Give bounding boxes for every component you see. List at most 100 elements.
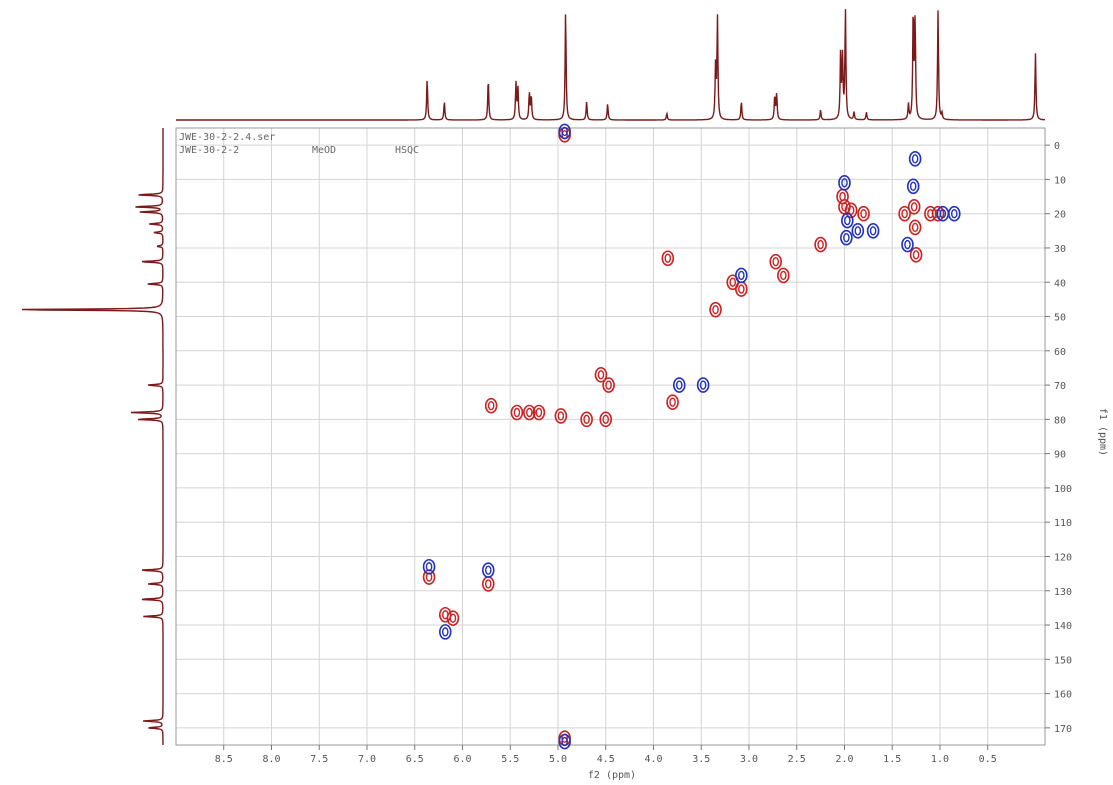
positive-cross-peak xyxy=(484,397,498,414)
positive-cross-peak xyxy=(898,205,911,222)
negative-cross-peak xyxy=(866,223,880,239)
negative-cross-peak xyxy=(838,175,851,191)
x-tick-label: 3.0 xyxy=(740,754,758,765)
negative-cross-peak-core xyxy=(950,208,958,219)
positive-cross-peak xyxy=(857,205,870,222)
positive-cross-peak-core xyxy=(487,400,495,411)
positive-cross-peak xyxy=(422,569,436,585)
positive-cross-peak-core xyxy=(526,407,533,418)
positive-cross-peak-core xyxy=(583,414,590,425)
negative-cross-peak xyxy=(906,178,920,195)
positive-cross-peak xyxy=(599,411,613,428)
y-tick-label: 40 xyxy=(1054,278,1066,289)
x-tick-label: 7.0 xyxy=(358,754,376,765)
negative-cross-peak xyxy=(840,229,853,246)
negative-cross-peak-core xyxy=(561,736,568,747)
f2-projection-spectrum xyxy=(176,9,1045,121)
x-tick-label: 2.0 xyxy=(835,754,853,765)
negative-cross-peak xyxy=(558,733,571,750)
positive-cross-peak-core xyxy=(911,222,919,233)
positive-cross-peak-core xyxy=(912,250,920,260)
positive-cross-peak-core xyxy=(712,304,719,315)
positive-cross-peak-core xyxy=(535,407,543,418)
negative-cross-peak xyxy=(696,377,710,393)
positive-cross-peak xyxy=(532,404,546,421)
positive-cross-peak xyxy=(438,606,452,623)
negative-cross-peak xyxy=(438,624,452,640)
x-tick-label: 1.5 xyxy=(883,754,901,765)
x-tick-label: 5.5 xyxy=(501,754,519,765)
negative-cross-peak xyxy=(908,151,922,167)
y-tick-label: 100 xyxy=(1054,484,1072,495)
positive-cross-peak-core xyxy=(669,397,676,407)
negative-cross-peak xyxy=(901,236,914,253)
y-tick-label: 0 xyxy=(1054,141,1060,152)
positive-cross-peak xyxy=(523,404,536,421)
negative-cross-peak-core xyxy=(843,232,850,243)
header-experiment: HSQC xyxy=(395,145,419,156)
x-tick-label: 3.5 xyxy=(692,754,710,765)
negative-cross-peak-core xyxy=(425,562,433,572)
positive-cross-peak xyxy=(777,267,790,284)
negative-cross-peak xyxy=(841,212,854,229)
y-tick-label: 70 xyxy=(1054,381,1066,392)
y-tick-label: 10 xyxy=(1054,175,1066,186)
positive-cross-peak-core xyxy=(738,284,745,294)
x-tick-label: 6.5 xyxy=(406,754,424,765)
positive-cross-peak xyxy=(481,576,495,592)
x-tick-label: 8.5 xyxy=(215,754,233,765)
x-tick-label: 4.0 xyxy=(644,754,662,765)
negative-cross-peak xyxy=(672,377,686,393)
positive-cross-peak-core xyxy=(597,370,605,380)
positive-cross-peak-core xyxy=(557,411,565,421)
negative-cross-peak-core xyxy=(738,270,745,281)
y-tick-label: 60 xyxy=(1054,347,1066,358)
positive-cross-peak-core xyxy=(605,380,612,390)
header-file: JWE-30-2-2.4.ser xyxy=(179,132,275,143)
positive-cross-peak-core xyxy=(772,256,780,267)
positive-cross-peak-core xyxy=(602,414,610,425)
header-solvent: MeOD xyxy=(312,145,336,156)
positive-cross-peak xyxy=(602,377,615,393)
negative-cross-peak xyxy=(936,205,950,222)
x-axis-title: f2 (ppm) xyxy=(588,770,636,781)
positive-cross-peak xyxy=(814,236,827,253)
y-axis: 0 10 20 30 40 50 60 70 80 90 100 110 120 130 140 150 160… xyxy=(1045,141,1072,735)
y-tick-label: 160 xyxy=(1054,690,1072,701)
positive-cross-peak xyxy=(844,202,858,219)
positive-cross-peak-core xyxy=(449,613,457,623)
positive-cross-peak xyxy=(510,404,524,421)
x-tick-label: 6.0 xyxy=(453,754,471,765)
positive-cross-peak xyxy=(661,250,675,267)
y-tick-label: 130 xyxy=(1054,587,1072,598)
y-tick-label: 170 xyxy=(1054,724,1072,735)
negative-cross-peak-core xyxy=(484,565,492,575)
positive-cross-peak xyxy=(666,394,679,411)
positive-cross-peak-core xyxy=(910,202,918,212)
positive-cross-peak-core xyxy=(780,270,787,281)
positive-cross-peak xyxy=(594,366,608,383)
f1-projection-spectrum xyxy=(21,128,164,745)
positive-cross-peak xyxy=(446,610,460,626)
negative-cross-peak-core xyxy=(699,380,707,390)
negative-cross-peak-core xyxy=(841,178,848,188)
plot-frame xyxy=(175,127,1046,746)
positive-cross-peak-core xyxy=(484,579,492,589)
y-tick-label: 80 xyxy=(1054,415,1066,426)
negative-cross-peak-core xyxy=(675,380,683,390)
x-tick-label: 7.5 xyxy=(310,754,328,765)
positive-cross-peak xyxy=(580,411,593,428)
x-tick-label: 8.0 xyxy=(262,754,280,765)
header-sample: JWE-30-2-2 xyxy=(179,145,239,156)
positive-cross-peak xyxy=(908,219,922,236)
x-tick-label: 4.5 xyxy=(597,754,615,765)
cross-peaks xyxy=(422,123,961,750)
positive-cross-peak-core xyxy=(513,407,521,418)
negative-cross-peak xyxy=(851,223,865,239)
negative-cross-peak-core xyxy=(911,154,919,164)
y-axis-title: f1 (ppm) xyxy=(1097,408,1108,456)
negative-cross-peak-core xyxy=(561,126,568,137)
y-tick-label: 20 xyxy=(1054,210,1066,221)
positive-cross-peak xyxy=(769,253,783,270)
